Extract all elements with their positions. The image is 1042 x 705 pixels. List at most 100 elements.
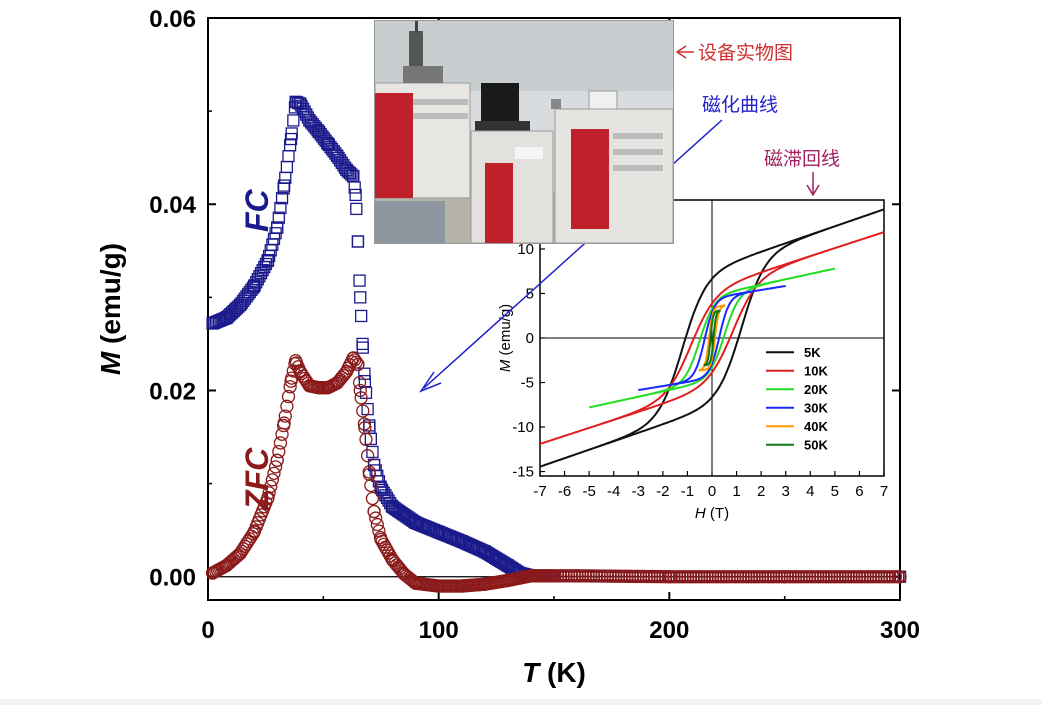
data-point — [353, 274, 366, 287]
y-axis-label: M (emu/g) — [95, 243, 126, 375]
inset-x-tick-label: 7 — [880, 483, 888, 500]
data-point — [366, 445, 379, 459]
data-point — [262, 486, 276, 500]
data-point — [277, 418, 291, 433]
data-point — [364, 478, 378, 493]
data-point — [271, 221, 284, 234]
data-point — [348, 353, 362, 367]
data-point — [275, 427, 289, 441]
loop-40k — [698, 304, 726, 372]
inset-x-tick-label: -2 — [656, 483, 669, 500]
inset-y-tick-label: -15 — [512, 464, 534, 481]
legend-label: 20K — [804, 382, 828, 397]
data-point — [360, 449, 375, 463]
data-point — [281, 389, 296, 404]
data-point — [270, 453, 284, 467]
y-tick-label: 0.04 — [149, 192, 196, 219]
inset-x-tick-label: -7 — [533, 483, 546, 500]
data-point — [355, 309, 368, 323]
data-point — [311, 124, 324, 137]
data-point — [324, 140, 337, 154]
data-point — [351, 357, 365, 372]
legend-label: 10K — [804, 364, 828, 379]
inset-x-tick-label: -4 — [607, 483, 620, 500]
data-point — [272, 444, 286, 459]
data-point — [290, 96, 303, 109]
data-point — [342, 165, 355, 178]
legend-label: 40K — [804, 419, 828, 434]
annotations: FC ZFC 设备实物图 磁化曲线 磁滞回线 — [239, 42, 840, 511]
data-point — [369, 511, 383, 525]
data-point — [356, 341, 369, 354]
bottom-border — [0, 699, 1042, 705]
data-point — [321, 136, 334, 149]
data-point — [364, 432, 378, 446]
data-point — [351, 235, 365, 248]
data-point — [316, 130, 329, 143]
fc-series-label: FC — [239, 188, 275, 232]
x-axis-label: T (K) — [522, 657, 586, 688]
data-point — [319, 134, 332, 147]
data-point — [240, 290, 253, 303]
photo-callout-arrowhead — [675, 45, 687, 59]
data-point — [359, 432, 373, 447]
data-point — [370, 517, 384, 532]
inset-x-tick-label: -1 — [681, 483, 694, 500]
data-point — [329, 147, 342, 160]
data-point — [367, 504, 381, 519]
magnetization-curve-callout: 磁化曲线 — [702, 94, 778, 116]
inset-x-tick-label: 6 — [855, 483, 863, 500]
hysteresis-callout-arrowhead — [806, 184, 820, 197]
hysteresis-callout: 磁滞回线 — [764, 148, 840, 170]
data-point — [336, 368, 351, 383]
data-point — [238, 292, 252, 305]
data-point — [348, 181, 361, 194]
inset-x-tick-label: -3 — [632, 483, 645, 500]
data-point — [229, 303, 242, 316]
data-point — [313, 126, 326, 139]
data-point — [275, 192, 289, 205]
data-point — [230, 549, 244, 564]
inset-y-tick-label: -5 — [521, 375, 534, 392]
loop-10k — [539, 231, 885, 445]
data-point — [217, 312, 231, 326]
inset-x-axis-label: H (T) — [695, 505, 729, 522]
inset-x-tick-label: 1 — [732, 483, 740, 500]
data-point — [268, 460, 283, 474]
data-point — [891, 570, 905, 584]
data-point — [317, 132, 331, 145]
equipment-photo — [374, 20, 674, 244]
data-point — [278, 409, 292, 423]
data-point — [362, 465, 376, 479]
data-point — [264, 479, 278, 494]
data-point — [233, 298, 247, 312]
data-point — [351, 235, 365, 248]
data-point — [273, 436, 288, 450]
data-point — [241, 288, 255, 301]
data-point — [365, 491, 380, 506]
series-zfc — [205, 351, 907, 593]
x-tick-label: 300 — [880, 617, 920, 644]
data-point — [282, 149, 295, 163]
inset-legend: 5K 10K 20K 30K 40K 50K — [766, 345, 828, 453]
inset-x-tick-label: 4 — [806, 483, 814, 500]
data-point — [349, 188, 362, 202]
data-point — [330, 149, 344, 162]
data-point — [283, 139, 297, 152]
loop-5k — [539, 208, 885, 468]
data-point — [354, 391, 368, 405]
legend-label: 30K — [804, 401, 828, 416]
x-tick-label: 200 — [649, 617, 689, 644]
data-point — [357, 417, 372, 431]
data-point — [260, 492, 275, 506]
y-tick-label: 0.02 — [149, 378, 196, 405]
data-point — [352, 376, 367, 390]
magnetization-curve-arrowhead — [418, 371, 442, 393]
data-point — [353, 383, 367, 398]
y-tick-label: 0.00 — [149, 565, 196, 592]
data-point — [246, 527, 260, 541]
legend-label: 50K — [804, 438, 828, 453]
inset-x-tick-label: -5 — [582, 483, 595, 500]
